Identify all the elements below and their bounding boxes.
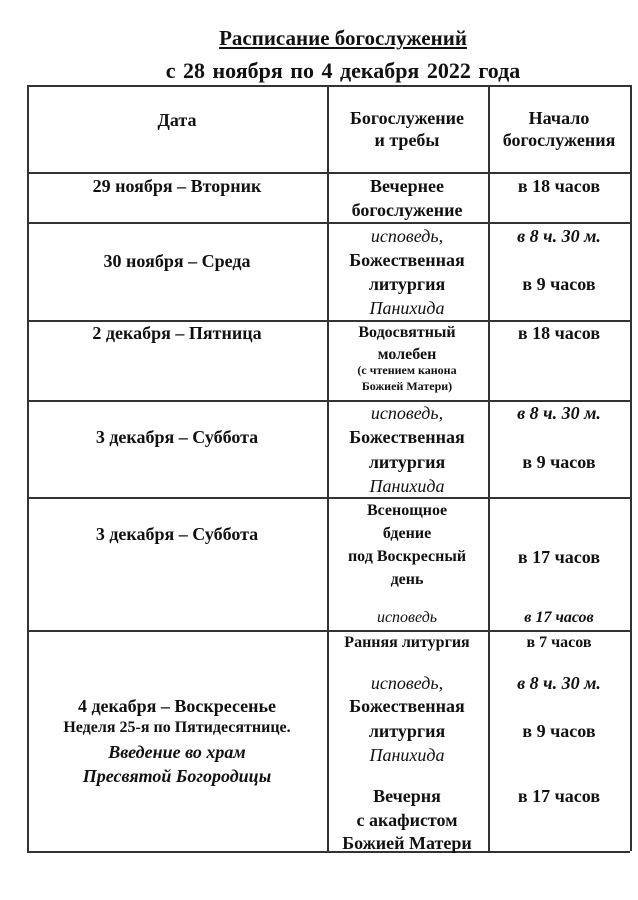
service-cell-text: Ранняя литургия [344,634,470,651]
time-cell-text: в 9 часов [522,721,596,741]
time-cell-text: в 8 ч. 30 м. [517,226,601,246]
date-cell-text: 2 декабря – Пятница [92,323,262,343]
time-cell-text: в 8 ч. 30 м. [517,403,601,423]
date-cell-text: 30 ноября – Среда [103,251,251,271]
table-column-divider [27,85,29,851]
time-cell-text: в 18 часов [517,323,601,343]
service-cell-text: (с чтением канона [357,363,457,377]
table-column-divider [488,85,490,851]
header-service: и требы [374,130,440,150]
header-start: Начало [528,108,590,128]
service-cell-text: исповедь [376,609,438,626]
date-cell-text: 4 декабря – Воскресенье [77,696,277,716]
service-cell-text: Божественная [349,250,465,270]
table-row-divider [27,400,630,402]
table-row-divider [27,172,630,174]
service-cell-text: молебен [377,346,437,363]
table-row-divider [27,85,630,87]
header-service: Богослужение [349,108,465,128]
service-cell-text: исповедь, [370,673,444,693]
header-date: Дата [157,110,197,130]
table-row-divider [27,851,630,853]
date-cell-text: Пресвятой Богородицы [82,766,272,786]
table-column-divider [327,85,329,851]
date-cell-text: 29 ноября – Вторник [92,176,262,196]
service-cell-text: литургия [368,721,446,741]
service-cell-text: Вечерня [373,786,441,806]
table-row-divider [27,320,630,322]
time-cell-text: в 17 часов [517,786,601,806]
service-cell-text: день [390,571,424,588]
time-cell-text: в 7 часов [526,634,592,651]
header-start: богослужения [502,130,616,150]
time-cell-text: в 17 часов [524,609,594,626]
service-cell-text: под Воскресный [347,548,467,565]
service-cell-text: Божией Матери [342,833,472,853]
service-cell-text: Божественная [349,696,465,716]
service-cell-text: Водосвятный [358,324,456,341]
time-cell-text: в 9 часов [522,452,596,472]
time-cell-text: в 9 часов [522,274,596,294]
service-cell-text: Панихида [369,298,445,318]
service-cell-text: Вечернее [369,176,445,196]
time-cell-text: в 18 часов [517,176,601,196]
service-cell-text: Божественная [349,427,465,447]
date-cell-text: Неделя 25-я по Пятидесятнице. [63,719,291,736]
service-cell-text: Всенощное [366,502,448,519]
table-row-divider [27,497,630,499]
date-cell-text: 3 декабря – Суббота [95,524,259,544]
service-cell-text: литургия [368,274,446,294]
date-cell-text: Введение во храм [108,742,246,762]
date-cell-text: 3 декабря – Суббота [95,427,259,447]
service-cell-text: бдение [382,525,432,542]
table-column-divider [630,85,632,851]
time-cell-text: в 8 ч. 30 м. [517,673,601,693]
service-cell-text: исповедь, [370,226,444,246]
table-row-divider [27,222,630,224]
service-cell-text: с акафистом [356,810,458,830]
service-cell-text: исповедь, [370,403,444,423]
service-cell-text: Панихида [369,476,445,496]
service-cell-text: литургия [368,452,446,472]
service-cell-text: Панихида [369,745,445,765]
service-cell-text: богослужение [351,200,463,220]
page-title: Расписание богослужений [219,26,467,50]
table-row-divider [27,630,630,632]
time-cell-text: в 17 часов [517,547,601,567]
page-subtitle: с 28 ноября по 4 декабря 2022 года [165,58,521,83]
service-cell-text: Божией Матери) [361,379,453,393]
